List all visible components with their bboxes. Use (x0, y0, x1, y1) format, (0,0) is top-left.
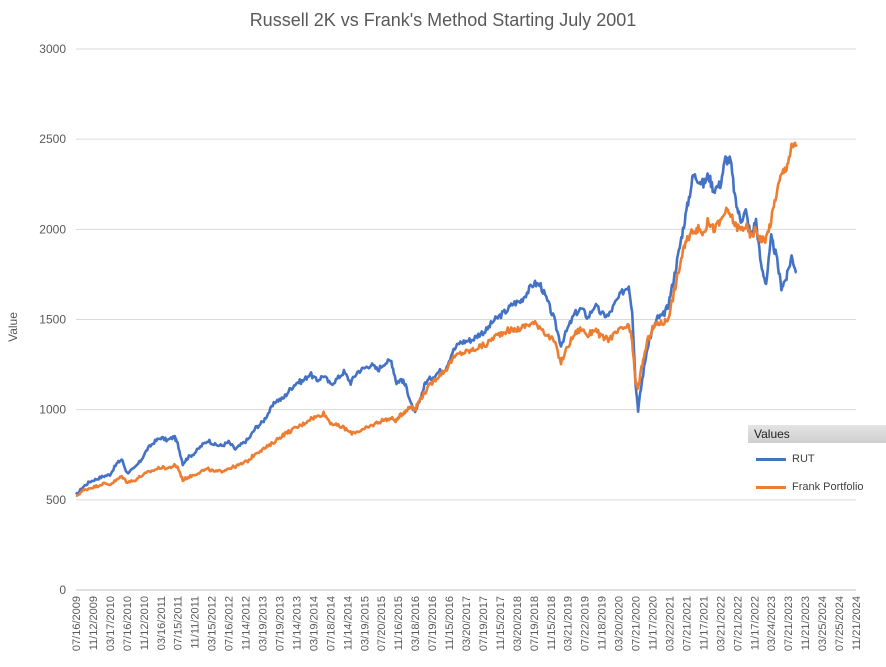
x-tick-label: 07/21/2020 (631, 596, 643, 651)
x-tick-label: 11/21/2024 (851, 596, 863, 650)
x-tick-label: 03/22/2021 (664, 596, 676, 651)
x-tick-label: 03/15/2012 (207, 596, 219, 651)
legend: Values RUT Frank Portfolio (748, 425, 886, 505)
y-tick-label: 2500 (39, 132, 66, 146)
x-tick-label: 11/17/2021 (698, 596, 710, 650)
x-tick-label: 07/16/2012 (224, 596, 236, 651)
chart-title: Russell 2K vs Frank's Method Starting Ju… (249, 10, 637, 30)
x-tick-label: 07/19/2017 (478, 596, 490, 651)
x-tick-label: 11/12/2009 (88, 596, 100, 650)
x-tick-label: 03/19/2015 (359, 596, 371, 651)
y-tick-label: 1000 (39, 403, 66, 417)
x-tick-label: 03/19/2014 (308, 596, 320, 651)
x-tick-label: 07/22/2019 (580, 596, 592, 651)
x-tick-label: 03/21/2019 (563, 596, 575, 651)
y-tick-label: 3000 (39, 42, 66, 56)
x-tick-label: 11/11/2011 (190, 596, 202, 649)
x-tick-label: 03/20/2017 (461, 596, 473, 651)
y-tick-label: 1500 (39, 313, 66, 327)
x-tick-label: 03/19/2013 (258, 596, 270, 651)
x-tick-label: 11/14/2012 (241, 596, 253, 650)
x-tick-label: 07/18/2014 (325, 596, 337, 651)
x-tick-label: 11/12/2010 (139, 596, 151, 650)
x-tick-label: 11/15/2017 (495, 596, 507, 650)
x-tick-label: 07/19/2016 (427, 596, 439, 651)
x-tick-label: 03/24/2023 (766, 596, 778, 651)
x-tick-label: 03/21/2022 (715, 596, 727, 651)
x-tick-label: 03/20/2018 (512, 596, 524, 651)
x-tick-label: 03/18/2016 (410, 596, 422, 651)
legend-label-frank: Frank Portfolio (792, 481, 864, 493)
x-tick-label: 07/21/2021 (681, 596, 693, 651)
legend-item-frank: Frank Portfolio (748, 475, 886, 499)
x-tick-label: 11/18/2019 (597, 596, 609, 650)
x-tick-label: 07/15/2011 (173, 596, 185, 650)
x-tick-label: 07/21/2023 (783, 596, 795, 651)
x-tick-label: 11/15/2016 (444, 596, 456, 650)
x-tick-label: 07/16/2009 (71, 596, 83, 651)
legend-swatch-frank (756, 486, 786, 489)
x-tick-label: 03/20/2020 (614, 596, 626, 651)
x-tick-label: 03/16/2011 (156, 596, 168, 650)
legend-label-rut: RUT (792, 453, 815, 465)
x-tick-label: 11/15/2018 (546, 596, 558, 650)
legend-swatch-rut (756, 458, 786, 461)
x-tick-label: 07/25/2024 (834, 596, 846, 651)
x-tick-label: 07/19/2018 (529, 596, 541, 651)
x-tick-label: 03/17/2010 (105, 596, 117, 651)
x-tick-label: 07/21/2022 (732, 596, 744, 651)
x-tick-label: 11/14/2014 (342, 596, 354, 650)
x-tick-label: 11/16/2015 (393, 596, 405, 650)
x-tick-label: 11/21/2023 (800, 596, 812, 650)
x-tick-label: 07/19/2013 (274, 596, 286, 651)
series-line-frank-portfolio (75, 141, 798, 497)
legend-title: Values (748, 425, 886, 443)
x-tick-label: 11/17/2022 (749, 596, 761, 650)
x-tick-label: 11/17/2020 (648, 596, 660, 650)
y-tick-label: 2000 (39, 222, 66, 236)
series-line-rut (74, 155, 798, 496)
x-tick-label: 03/25/2024 (817, 596, 829, 651)
y-tick-label: 500 (46, 493, 66, 507)
y-tick-label: 0 (59, 583, 66, 597)
legend-item-rut: RUT (748, 447, 886, 471)
x-tick-label: 11/14/2013 (291, 596, 303, 650)
x-tick-label: 07/16/2010 (122, 596, 134, 651)
x-tick-label: 07/20/2015 (376, 596, 388, 651)
